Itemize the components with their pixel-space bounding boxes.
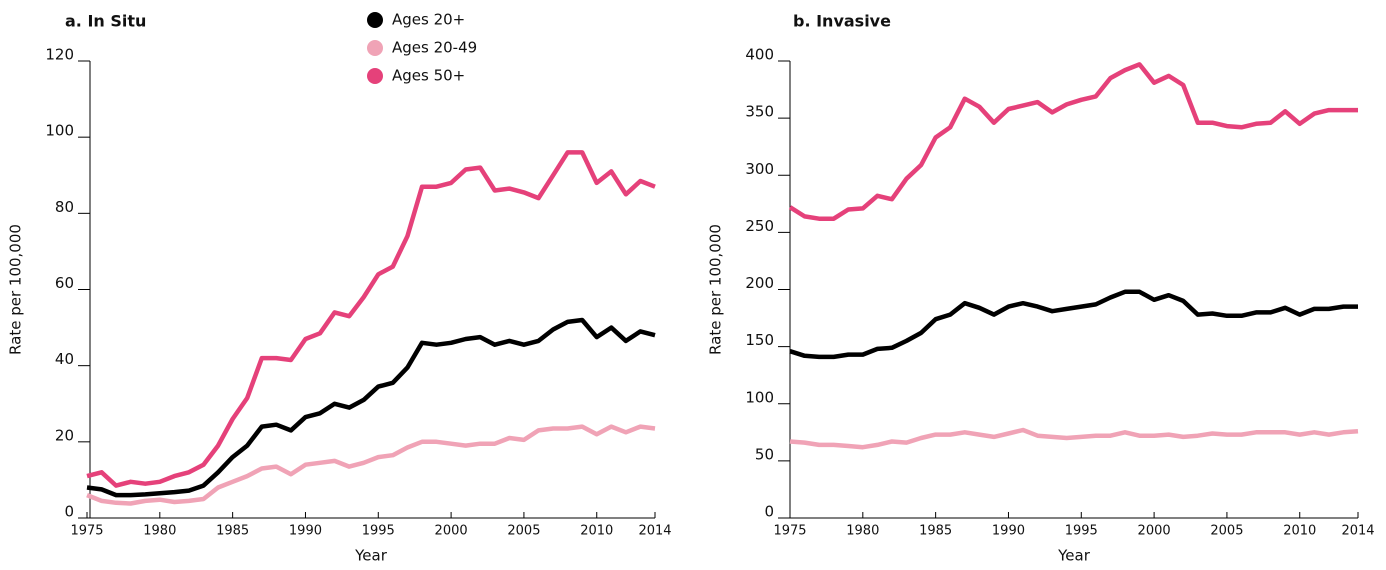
- series-line: [789, 289, 1358, 360]
- y-tick-label: 350: [745, 103, 774, 121]
- x-tick-label: 2014: [1341, 524, 1374, 539]
- series-line: [788, 62, 1358, 221]
- y-tick-label: 100: [745, 388, 774, 406]
- y-tick-label: 60: [55, 274, 74, 292]
- x-tick-label: 1995: [1065, 524, 1098, 539]
- y-tick-label: 80: [55, 198, 74, 216]
- x-tick-label: 1975: [70, 524, 103, 539]
- x-tick-label: 1975: [773, 524, 806, 539]
- y-tick-label: 400: [745, 46, 774, 64]
- x-axis-label: Year: [1057, 547, 1091, 565]
- y-tick-label: 300: [745, 160, 774, 178]
- legend-marker: [367, 40, 383, 56]
- x-tick-label: 1980: [846, 524, 879, 539]
- legend-label: Ages 20+: [392, 11, 465, 29]
- x-axis-label: Year: [354, 547, 388, 565]
- series-line: [86, 150, 656, 488]
- x-tick-label: 1985: [919, 524, 952, 539]
- y-axis-label: Rate per 100,000: [7, 224, 25, 355]
- y-tick-label: 0: [64, 503, 74, 521]
- chart-title: a. In Situ: [65, 12, 146, 31]
- x-tick-label: 1995: [362, 524, 395, 539]
- legend-label: Ages 50+: [392, 67, 465, 85]
- legend-marker: [367, 68, 383, 84]
- y-tick-label: 100: [45, 122, 74, 140]
- chart-title: b. Invasive: [793, 12, 891, 31]
- series-line: [86, 317, 656, 498]
- y-tick-label: 40: [55, 350, 74, 368]
- x-tick-label: 1990: [992, 524, 1025, 539]
- x-tick-label: 2014: [638, 524, 671, 539]
- y-tick-label: 200: [745, 274, 774, 292]
- y-tick-label: 120: [45, 46, 74, 64]
- y-tick-label: 250: [745, 217, 774, 235]
- y-tick-label: 50: [755, 445, 774, 463]
- x-tick-label: 2005: [1210, 524, 1243, 539]
- series-line: [789, 427, 1359, 450]
- legend-marker: [367, 12, 383, 28]
- x-tick-label: 2010: [580, 524, 613, 539]
- x-tick-label: 1980: [143, 524, 176, 539]
- x-tick-label: 2000: [1138, 524, 1171, 539]
- x-tick-label: 2000: [435, 524, 468, 539]
- y-tick-label: 150: [745, 331, 774, 349]
- legend-label: Ages 20-49: [392, 39, 477, 57]
- x-tick-label: 2005: [507, 524, 540, 539]
- x-tick-label: 1985: [216, 524, 249, 539]
- y-tick-label: 20: [55, 426, 74, 444]
- y-tick-label: 0: [764, 503, 774, 521]
- y-axis-label: Rate per 100,000: [707, 224, 725, 355]
- x-tick-label: 2010: [1283, 524, 1316, 539]
- x-tick-label: 1990: [289, 524, 322, 539]
- series-line: [86, 424, 656, 506]
